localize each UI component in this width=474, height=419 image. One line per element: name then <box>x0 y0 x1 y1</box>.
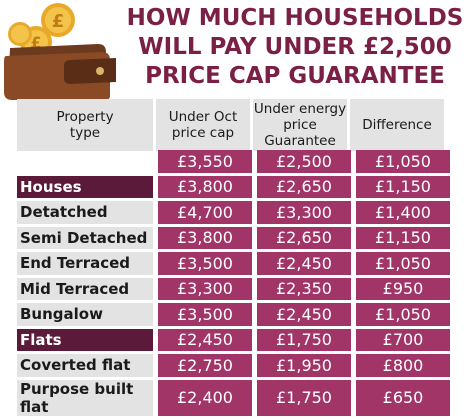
pound-coin-icon: £ <box>41 3 75 37</box>
energy-guarantee-value: £2,450 <box>257 303 351 326</box>
empty-label <box>17 150 153 173</box>
price-table: £3,550 £2,500 £1,050 Houses £3,800 £2,650 £1,1… <box>17 147 450 419</box>
oct-price-cap-value: £3,300 <box>158 277 252 300</box>
header-difference: Difference <box>350 99 444 151</box>
table-row: Flats £2,450 £1,750 £700 <box>17 328 450 351</box>
header-property-type-line1: Property <box>56 109 114 125</box>
property-type-label: Purpose built flat <box>17 379 153 416</box>
oct-price-cap-value: £3,500 <box>158 252 252 275</box>
energy-guarantee-value: £3,300 <box>257 201 351 224</box>
oct-price-cap-value: £3,550 <box>158 150 252 173</box>
energy-guarantee-value: £2,500 <box>257 150 351 173</box>
table-row: Houses £3,800 £2,650 £1,150 <box>17 175 450 198</box>
oct-price-cap-value: £2,450 <box>158 328 252 351</box>
header-under-energy-price-guarantee: Under energy price Guarantee <box>253 99 347 151</box>
energy-guarantee-value: £1,750 <box>257 379 351 416</box>
oct-price-cap-value: £2,750 <box>158 354 252 377</box>
difference-value: £1,050 <box>356 252 450 275</box>
oct-price-cap-value: £2,400 <box>158 379 252 416</box>
energy-guarantee-value: £2,650 <box>257 226 351 249</box>
headline: HOW MUCH HOUSEHOLDS WILL PAY UNDER £2,50… <box>120 4 470 91</box>
table-row: Bungalow £3,500 £2,450 £1,050 <box>17 303 450 326</box>
table-row: End Terraced £3,500 £2,450 £1,050 <box>17 252 450 275</box>
difference-value: £1,400 <box>356 201 450 224</box>
header-col2-line2: price Guarantee <box>264 117 336 149</box>
difference-value: £650 <box>356 379 450 416</box>
header-under-oct-price-cap: Under Oct price cap <box>156 99 250 151</box>
property-type-label: Coverted flat <box>17 354 153 377</box>
table-row: Mid Terraced £3,300 £2,350 £950 <box>17 277 450 300</box>
difference-value: £950 <box>356 277 450 300</box>
pound-coin-icon <box>8 22 32 46</box>
property-type-label: Semi Detached <box>17 226 153 249</box>
header-col3: Difference <box>362 117 432 133</box>
header-col2-line1: Under energy <box>253 101 347 117</box>
property-type-label: End Terraced <box>17 252 153 275</box>
difference-value: £1,150 <box>356 175 450 198</box>
table-row: £3,550 £2,500 £1,050 <box>17 150 450 173</box>
difference-value: £1,050 <box>356 303 450 326</box>
header-col1-line1: Under Oct <box>168 109 238 125</box>
headline-line-3: PRICE CAP GUARANTEE <box>145 63 445 89</box>
oct-price-cap-value: £3,800 <box>158 226 252 249</box>
table-row: Detatched £4,700 £3,300 £1,400 <box>17 201 450 224</box>
difference-value: £1,150 <box>356 226 450 249</box>
headline-line-1: HOW MUCH HOUSEHOLDS <box>126 5 464 31</box>
energy-guarantee-value: £2,650 <box>257 175 351 198</box>
table-row: Coverted flat £2,750 £1,950 £800 <box>17 354 450 377</box>
svg-text:£: £ <box>52 11 65 32</box>
property-type-label: Mid Terraced <box>17 277 153 300</box>
oct-price-cap-value: £3,800 <box>158 175 252 198</box>
table-row: Purpose built flat £2,400 £1,750 £650 <box>17 379 450 416</box>
energy-guarantee-value: £1,750 <box>257 328 351 351</box>
property-type-label: Bungalow <box>17 303 153 326</box>
oct-price-cap-value: £3,500 <box>158 303 252 326</box>
energy-guarantee-value: £1,950 <box>257 354 351 377</box>
category-label: Flats <box>17 328 153 351</box>
header-col1-line2: price cap <box>171 125 235 141</box>
category-label: Houses <box>17 175 153 198</box>
svg-text:£: £ <box>30 33 41 52</box>
difference-value: £1,050 <box>356 150 450 173</box>
energy-guarantee-value: £2,450 <box>257 252 351 275</box>
oct-price-cap-value: £4,700 <box>158 201 252 224</box>
difference-value: £700 <box>356 328 450 351</box>
property-type-label: Detatched <box>17 201 153 224</box>
header-property-type: Property type <box>17 99 153 151</box>
table-row: Semi Detached £3,800 £2,650 £1,150 <box>17 226 450 249</box>
difference-value: £800 <box>356 354 450 377</box>
header-property-type-line2: type <box>69 125 101 141</box>
wallet-with-coins-icon: £ £ <box>4 3 116 100</box>
energy-guarantee-value: £2,350 <box>257 277 351 300</box>
headline-line-2: WILL PAY UNDER £2,500 <box>138 34 452 60</box>
